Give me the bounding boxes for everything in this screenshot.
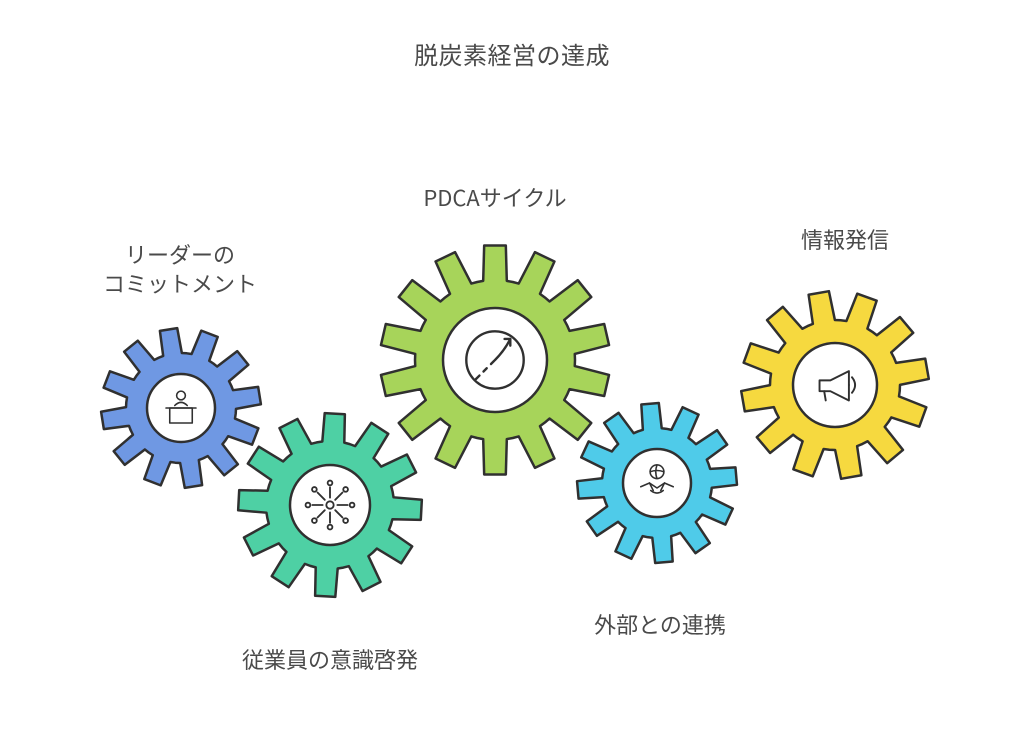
page-title: 脱炭素経営の達成 bbox=[0, 36, 1024, 71]
label-info: 情報発信 bbox=[695, 225, 995, 255]
label-leader: リーダーの コミットメント bbox=[30, 240, 330, 299]
gear-hub-info bbox=[793, 343, 877, 427]
label-pdca: PDCAサイクル bbox=[345, 183, 645, 213]
gear-external bbox=[572, 398, 742, 568]
label-employee: 従業員の意識啓発 bbox=[180, 645, 480, 675]
gear-hub-external bbox=[623, 449, 691, 517]
gear-hub-employee bbox=[290, 465, 370, 545]
gear-info bbox=[736, 286, 934, 484]
label-external: 外部との連携 bbox=[510, 610, 810, 640]
diagram-stage: 脱炭素経営の達成 リーダーの コミットメント 従業員の意識啓発 PDCAサイクル… bbox=[0, 0, 1024, 735]
